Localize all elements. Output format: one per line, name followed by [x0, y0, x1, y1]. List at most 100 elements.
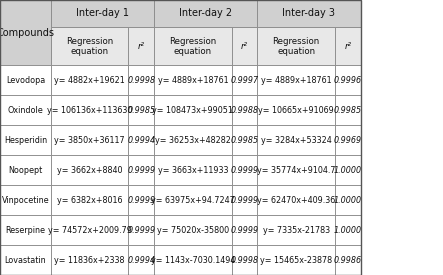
Text: r²: r² — [344, 42, 351, 51]
Bar — [335, 65, 361, 95]
Bar — [0, 0, 51, 65]
Text: y= 4889x+18761: y= 4889x+18761 — [158, 76, 228, 85]
Bar — [0, 155, 51, 185]
Bar — [51, 185, 128, 215]
Bar — [51, 125, 128, 155]
Text: r²: r² — [138, 42, 145, 51]
Text: y= 7335x-21783: y= 7335x-21783 — [263, 226, 330, 235]
Bar — [232, 95, 257, 125]
Bar — [232, 185, 257, 215]
Text: y= 6382x+8016: y= 6382x+8016 — [57, 196, 122, 205]
Text: r²: r² — [241, 42, 248, 51]
Text: 0.9998: 0.9998 — [230, 255, 259, 265]
Bar — [51, 27, 128, 65]
Bar — [0, 95, 51, 125]
Text: Levodopa: Levodopa — [6, 76, 45, 85]
Bar — [257, 155, 335, 185]
Text: 0.9999: 0.9999 — [127, 166, 155, 175]
Bar — [51, 0, 154, 27]
Text: Regression
equation: Regression equation — [66, 37, 113, 56]
Bar — [335, 185, 361, 215]
Text: Noopept: Noopept — [8, 166, 43, 175]
Text: Vinpocetine: Vinpocetine — [2, 196, 49, 205]
Text: y= 4889x+18761: y= 4889x+18761 — [261, 76, 331, 85]
Bar — [0, 65, 51, 95]
Bar — [128, 185, 154, 215]
Text: 0.9999: 0.9999 — [230, 166, 259, 175]
Bar — [257, 215, 335, 245]
Text: y= 36253x+48282: y= 36253x+48282 — [155, 136, 231, 145]
Bar — [0, 0, 361, 275]
Text: 0.9985: 0.9985 — [127, 106, 155, 115]
Bar — [335, 95, 361, 125]
Text: y= 1143x-7030.1494: y= 1143x-7030.1494 — [151, 255, 235, 265]
Bar — [0, 245, 51, 275]
Bar — [257, 125, 335, 155]
Text: Compounds: Compounds — [0, 28, 54, 38]
Text: 0.9999: 0.9999 — [230, 226, 259, 235]
Bar — [0, 125, 51, 155]
Text: 0.9985: 0.9985 — [334, 106, 362, 115]
Text: 0.9997: 0.9997 — [230, 76, 259, 85]
Bar — [154, 215, 232, 245]
Bar — [232, 27, 257, 65]
Text: Hesperidin: Hesperidin — [4, 136, 47, 145]
Text: y= 3284x+53324: y= 3284x+53324 — [261, 136, 331, 145]
Bar — [0, 185, 51, 215]
Text: y= 3663x+11933: y= 3663x+11933 — [158, 166, 228, 175]
Bar — [232, 65, 257, 95]
Text: y= 3662x+8840: y= 3662x+8840 — [57, 166, 122, 175]
Text: y= 35774x+9104.7: y= 35774x+9104.7 — [257, 166, 335, 175]
Text: y= 108473x+99051: y= 108473x+99051 — [152, 106, 233, 115]
Bar — [128, 245, 154, 275]
Bar — [154, 125, 232, 155]
Bar — [257, 185, 335, 215]
Text: y= 74572x+2009.79: y= 74572x+2009.79 — [48, 226, 132, 235]
Text: Inter-day 3: Inter-day 3 — [283, 9, 335, 18]
Bar — [154, 0, 257, 27]
Bar — [154, 65, 232, 95]
Bar — [154, 95, 232, 125]
Text: y= 75020x-35800: y= 75020x-35800 — [157, 226, 229, 235]
Text: Lovastatin: Lovastatin — [5, 255, 46, 265]
Bar — [128, 125, 154, 155]
Text: 1.0000: 1.0000 — [334, 226, 362, 235]
Text: 0.9969: 0.9969 — [334, 136, 362, 145]
Bar — [335, 155, 361, 185]
Bar — [154, 185, 232, 215]
Text: y= 4882x+19621: y= 4882x+19621 — [54, 76, 125, 85]
Text: Oxindole: Oxindole — [8, 106, 43, 115]
Text: Reserpine: Reserpine — [5, 226, 46, 235]
Bar — [128, 65, 154, 95]
Bar — [335, 245, 361, 275]
Text: 0.9999: 0.9999 — [127, 196, 155, 205]
Text: 1.0000: 1.0000 — [334, 166, 362, 175]
Text: 0.9994: 0.9994 — [127, 255, 155, 265]
Bar — [257, 0, 361, 27]
Bar — [257, 95, 335, 125]
Bar — [257, 245, 335, 275]
Bar — [128, 215, 154, 245]
Bar — [257, 27, 335, 65]
Text: y= 10665x+91069: y= 10665x+91069 — [258, 106, 334, 115]
Bar — [128, 155, 154, 185]
Bar — [51, 65, 128, 95]
Text: 0.9998: 0.9998 — [127, 76, 155, 85]
Text: 0.9988: 0.9988 — [230, 106, 259, 115]
Bar — [335, 125, 361, 155]
Bar — [232, 215, 257, 245]
Bar — [232, 155, 257, 185]
Bar — [232, 125, 257, 155]
Bar — [128, 27, 154, 65]
Bar — [257, 65, 335, 95]
Text: Inter-day 1: Inter-day 1 — [76, 9, 129, 18]
Text: Inter-day 2: Inter-day 2 — [179, 9, 232, 18]
Bar — [154, 27, 232, 65]
Text: y= 11836x+2338: y= 11836x+2338 — [54, 255, 125, 265]
Bar — [51, 245, 128, 275]
Bar — [128, 95, 154, 125]
Text: 0.9994: 0.9994 — [127, 136, 155, 145]
Text: y= 63975x+94.7247: y= 63975x+94.7247 — [151, 196, 235, 205]
Text: 0.9999: 0.9999 — [127, 226, 155, 235]
Bar — [232, 245, 257, 275]
